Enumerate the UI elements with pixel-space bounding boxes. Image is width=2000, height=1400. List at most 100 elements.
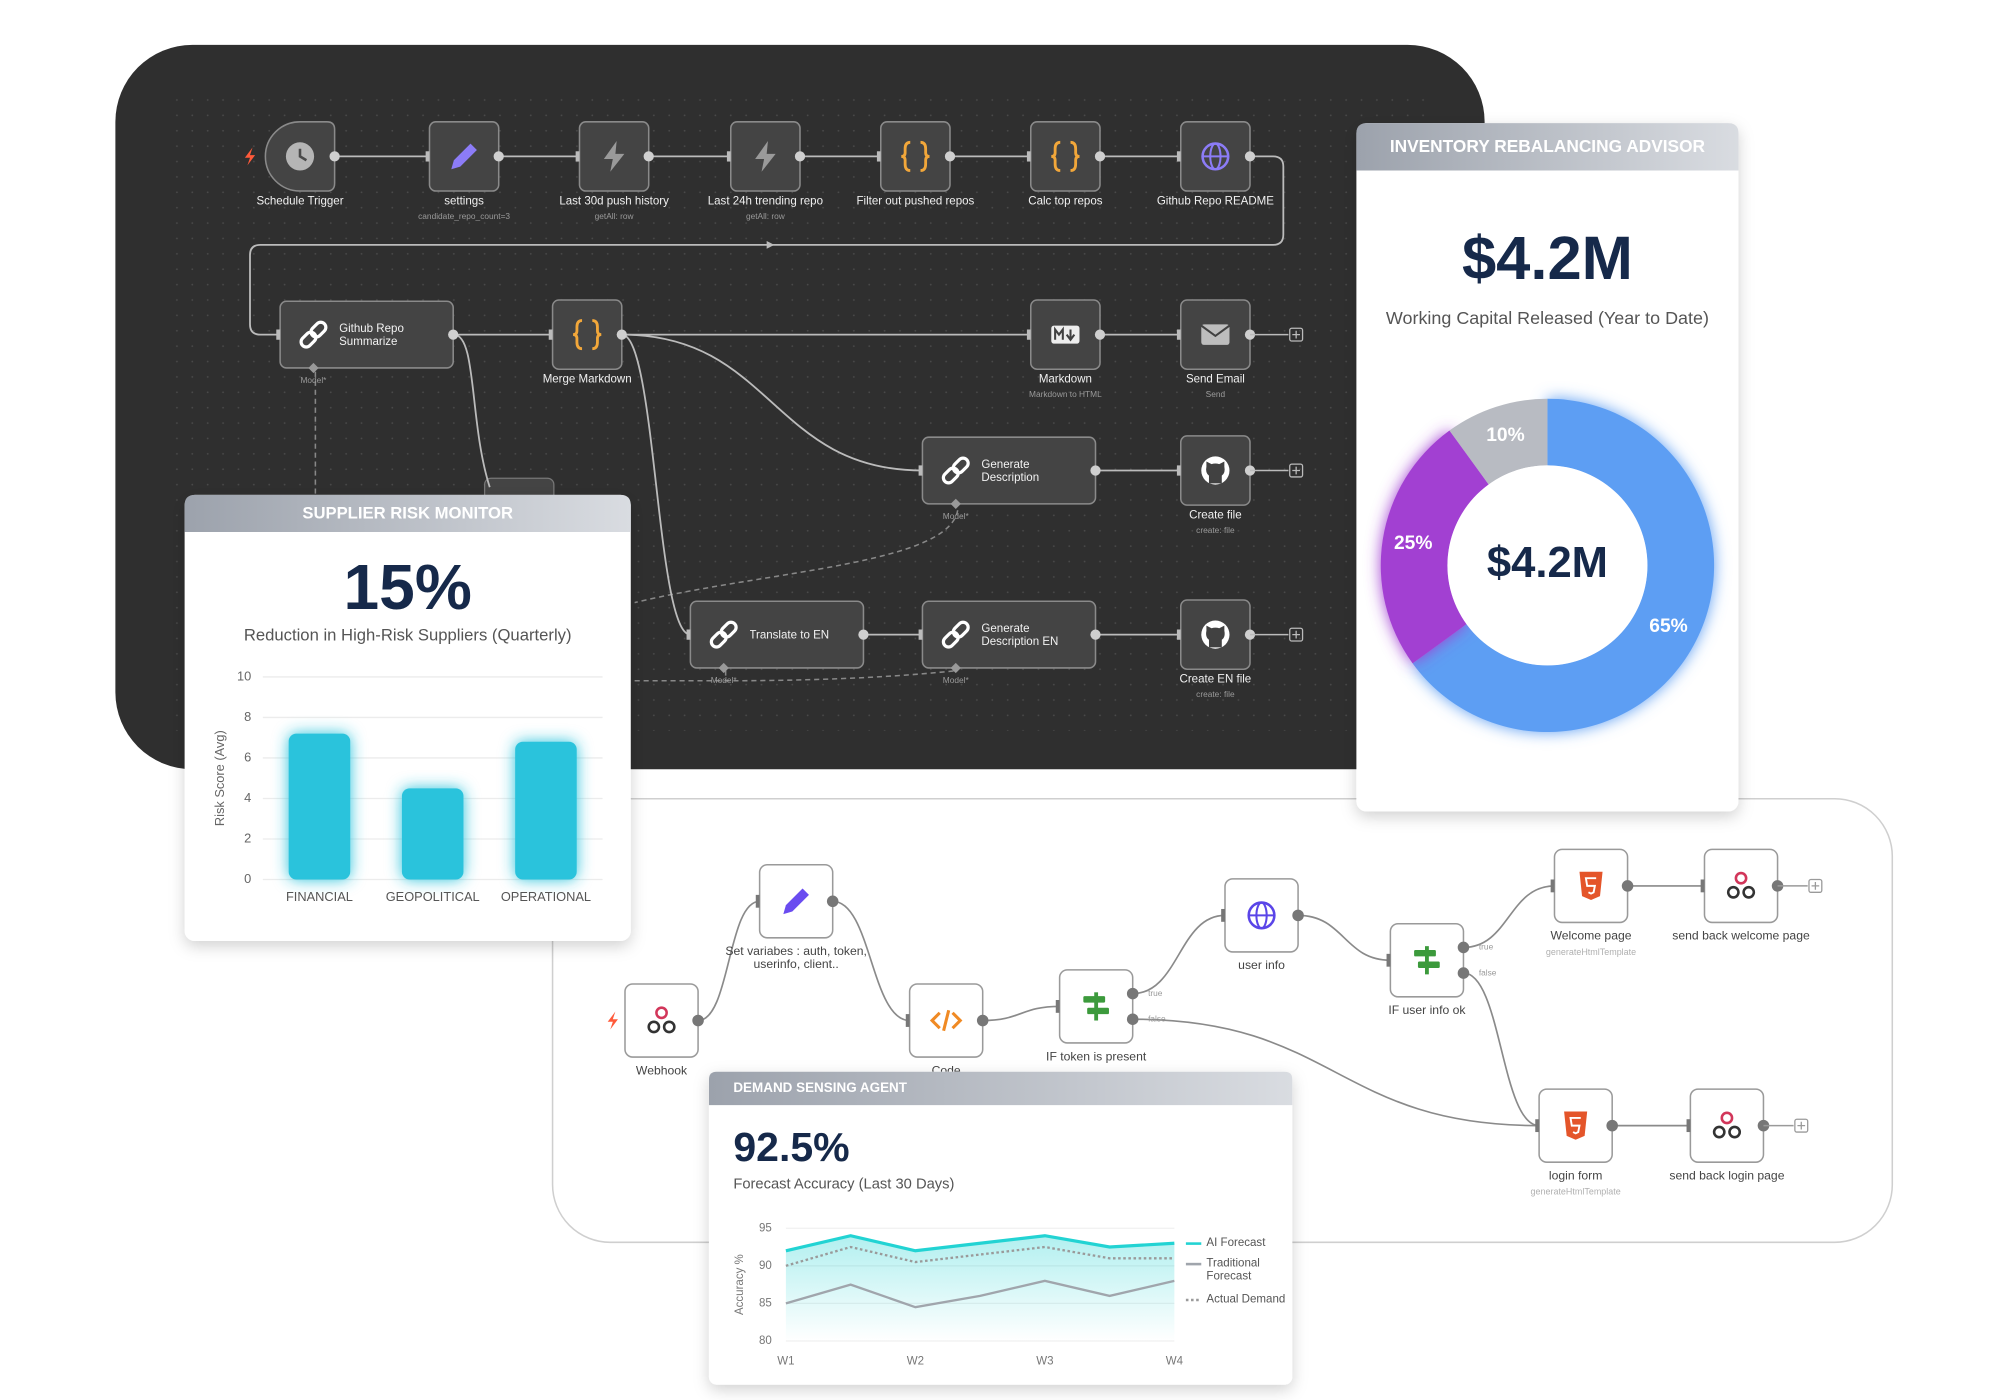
node-icon xyxy=(1200,324,1231,338)
output-label: true xyxy=(1148,988,1163,998)
y-tick-label: 0 xyxy=(244,871,251,886)
x-tick-label: W4 xyxy=(1166,1356,1184,1368)
node-icon xyxy=(901,140,930,172)
node-icon xyxy=(1054,326,1076,342)
y-tick-label: 95 xyxy=(759,1222,772,1234)
workflow-node: Merge Markdown xyxy=(543,299,632,386)
demand-card: DEMAND SENSING AGENT 92.5% Forecast Accura… xyxy=(708,1071,1293,1385)
edge xyxy=(621,333,923,472)
card-header xyxy=(184,494,631,533)
workflow-node: login form generateHtmlTemplate xyxy=(1531,1088,1621,1197)
card-title: INVENTORY REBALANCING ADVISOR xyxy=(1390,136,1706,156)
node-icon xyxy=(1206,461,1225,484)
node-label-box: login form xyxy=(1549,1170,1602,1183)
node-icon xyxy=(655,1006,668,1020)
node-icon xyxy=(719,620,738,639)
series-line xyxy=(785,1245,1175,1267)
node-icon xyxy=(1414,950,1436,957)
node-label-box: Generate Description xyxy=(981,457,1039,483)
node-body xyxy=(1703,848,1779,924)
output-port xyxy=(794,151,806,162)
input-port xyxy=(1221,908,1225,922)
input-port xyxy=(1700,879,1705,893)
x-tick-label: W1 xyxy=(777,1356,794,1368)
edge xyxy=(982,1005,1060,1022)
input-port xyxy=(918,465,923,476)
input-port xyxy=(1055,1000,1060,1013)
input-port xyxy=(1176,465,1181,476)
input-port xyxy=(1176,329,1181,340)
x-tick-label: FINANCIAL xyxy=(286,889,353,904)
node-icon xyxy=(647,1020,661,1034)
series-line xyxy=(785,1279,1175,1309)
node-icon xyxy=(929,1009,963,1032)
node-icon xyxy=(1569,1116,1581,1135)
add-button xyxy=(1289,627,1304,642)
node-label: Calc top repos xyxy=(1028,195,1102,207)
node-label-box: Set variabes : auth, token, userinfo, cl… xyxy=(725,946,867,973)
node-icon xyxy=(755,141,776,172)
donut-slice xyxy=(1412,398,1715,733)
input-port xyxy=(905,1014,910,1027)
legend-label-box: AI Forecast xyxy=(1206,1236,1265,1249)
node-icon xyxy=(1425,946,1429,975)
model-port xyxy=(718,662,729,674)
add-button xyxy=(1292,330,1300,339)
trigger-mark xyxy=(607,1011,618,1030)
node-label: Create file xyxy=(1189,509,1241,521)
trigger-mark xyxy=(244,147,256,166)
y-tick-label: 4 xyxy=(244,790,251,805)
node-label-box: Generate Description EN xyxy=(981,621,1058,647)
donut-center-label: $4.2M xyxy=(1487,539,1608,587)
legend-label-box: Traditional Forecast xyxy=(1206,1256,1259,1282)
workflow-node: Markdown Markdown to HTML xyxy=(1026,299,1106,399)
workflow-node: send back welcome page xyxy=(1672,848,1810,943)
input-port xyxy=(1686,1119,1691,1133)
input-port xyxy=(686,629,691,640)
node-label: Last 30d push history xyxy=(559,195,669,207)
donut-slice xyxy=(1380,430,1489,664)
node-label-box: Webhook xyxy=(635,1064,688,1078)
workflow-node: Set variabes : auth, token, userinfo, cl… xyxy=(725,863,867,973)
output-port xyxy=(1094,151,1106,162)
model-link xyxy=(634,669,958,682)
card-title: DEMAND SENSING AGENT xyxy=(733,1080,907,1095)
node-icon xyxy=(1742,885,1756,899)
edge xyxy=(1132,1018,1540,1127)
input-port xyxy=(918,629,923,640)
node-sublabel: Model* xyxy=(943,675,970,685)
input-port xyxy=(1176,629,1181,640)
card-header xyxy=(1356,123,1739,171)
node-icon xyxy=(941,630,960,649)
node-label: Markdown xyxy=(1039,374,1092,386)
output-port xyxy=(1606,1119,1618,1132)
add-button xyxy=(1811,882,1820,890)
workflow-node: Translate to EN Model* xyxy=(686,600,869,685)
y-tick-label: 8 xyxy=(244,709,251,724)
edge xyxy=(1463,972,1540,1127)
workflow-node: Calc top repos xyxy=(1026,121,1106,207)
node-icon xyxy=(603,141,625,172)
node-label: Github Repo README xyxy=(1157,195,1274,207)
x-tick-label: OPERATIONAL xyxy=(501,889,591,904)
node-body xyxy=(1030,121,1101,192)
series-line xyxy=(785,1234,1175,1253)
node-label-box: send back welcome page xyxy=(1672,930,1809,943)
edge xyxy=(1132,914,1226,995)
add-button xyxy=(1292,466,1300,475)
node-label: Schedule Trigger xyxy=(256,195,343,207)
node-icon xyxy=(662,1020,676,1034)
node-label: Webhook xyxy=(635,1064,688,1078)
edge xyxy=(697,900,760,1022)
node-body xyxy=(1689,1088,1765,1163)
workflow-node: settings candidate_repo_count=3 xyxy=(418,121,510,221)
workflow-node: Github Repo Summarize Model* xyxy=(276,300,459,385)
bar xyxy=(515,741,577,880)
y-axis-label: Accuracy % xyxy=(734,1254,746,1315)
input-port xyxy=(1386,953,1391,967)
node-sublabel: create: file xyxy=(1196,525,1235,535)
node-sublabel: create: file xyxy=(1196,689,1235,699)
edge xyxy=(1463,885,1555,949)
node-icon xyxy=(1087,1007,1109,1015)
output-port xyxy=(1244,151,1256,162)
